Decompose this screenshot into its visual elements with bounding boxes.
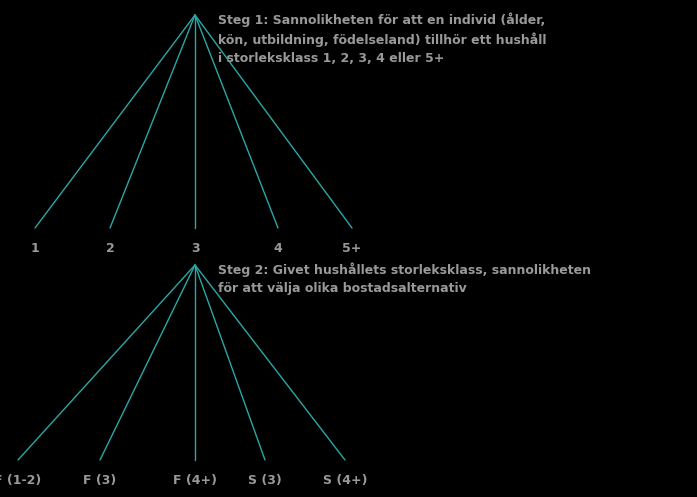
Text: F (1-2): F (1-2) [0, 474, 42, 487]
Text: 3: 3 [191, 242, 199, 255]
Text: S (4+): S (4+) [323, 474, 367, 487]
Text: 4: 4 [274, 242, 282, 255]
Text: Steg 2: Givet hushållets storleksklass, sannolikheten
för att välja olika bostad: Steg 2: Givet hushållets storleksklass, … [218, 262, 591, 295]
Text: Steg 1: Sannolikheten för att en individ (ålder,
kön, utbildning, födelseland) t: Steg 1: Sannolikheten för att en individ… [218, 12, 546, 65]
Text: S (3): S (3) [248, 474, 282, 487]
Text: F (4+): F (4+) [173, 474, 217, 487]
Text: 5+: 5+ [342, 242, 362, 255]
Text: 2: 2 [106, 242, 114, 255]
Text: 1: 1 [31, 242, 39, 255]
Text: F (3): F (3) [84, 474, 116, 487]
